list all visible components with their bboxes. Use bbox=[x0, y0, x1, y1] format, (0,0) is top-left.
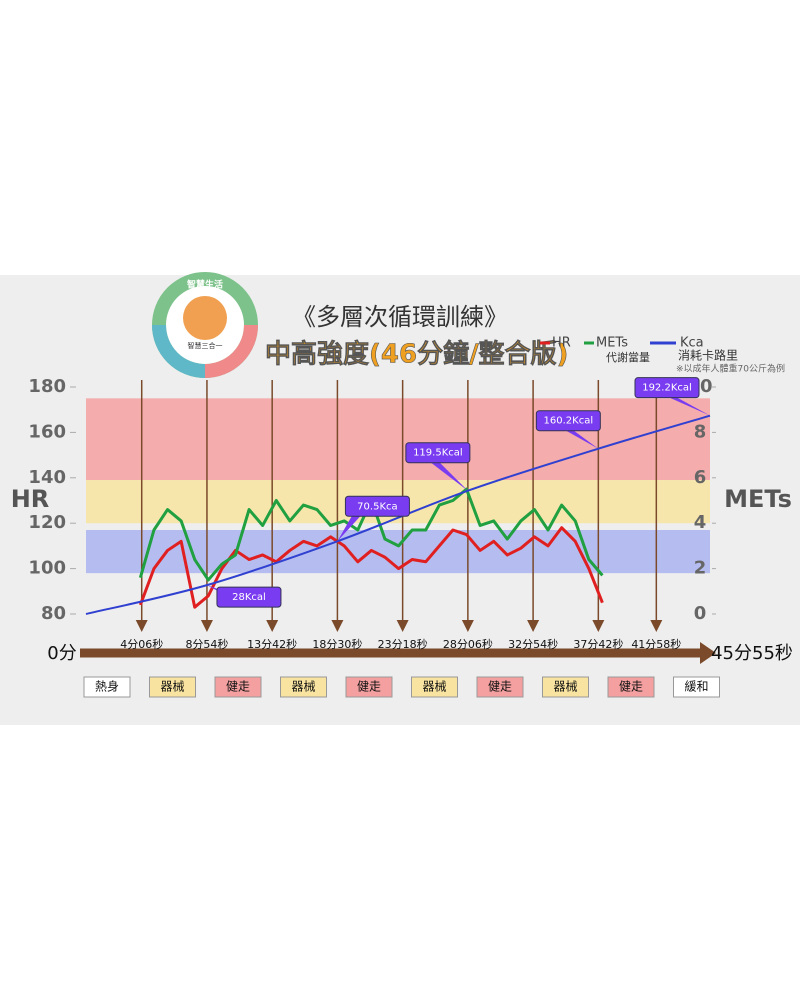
logo-ring-blue bbox=[152, 324, 206, 378]
phase-label: 熱身 bbox=[95, 679, 119, 694]
logo-ring-red bbox=[204, 324, 258, 378]
y2-tick-label: 4 bbox=[694, 512, 707, 533]
data-label: 192.2Kcal bbox=[642, 383, 692, 394]
x-tick-label: 0分 bbox=[47, 643, 76, 664]
callout-box bbox=[344, 495, 410, 517]
phase-label: 緩和 bbox=[684, 680, 708, 694]
callout-box bbox=[405, 442, 471, 464]
y-tick-label: 80 bbox=[41, 603, 66, 624]
phase-box bbox=[83, 676, 131, 698]
phase-box bbox=[149, 676, 196, 698]
y2-axis-title: METs bbox=[724, 485, 792, 513]
phase-box bbox=[280, 676, 327, 698]
y-tick-label: 120 bbox=[28, 512, 66, 533]
x-tick-label: 23分18秒 bbox=[378, 637, 428, 651]
logo-cat bbox=[183, 296, 227, 340]
x-tick-label: 13分42秒 bbox=[247, 637, 297, 651]
legend-label: HR bbox=[552, 336, 571, 351]
chart-title: 《多層次循環訓練》 bbox=[292, 303, 508, 331]
y2-tick-label: 0 bbox=[694, 603, 707, 624]
chart-subtitle: 中高強度(46分鐘/整合版) bbox=[265, 339, 568, 370]
y2-tick-label: 2 bbox=[694, 558, 707, 579]
hr-zone-band bbox=[86, 530, 710, 574]
x-axis-arrowhead bbox=[700, 642, 716, 664]
y-tick-label: 140 bbox=[28, 467, 66, 488]
data-label: 28Kcal bbox=[232, 592, 266, 603]
phase-label: 健走 bbox=[226, 680, 250, 694]
phase-box bbox=[345, 676, 393, 698]
series-line bbox=[138, 526, 604, 609]
data-label: 119.5Kcal bbox=[413, 448, 463, 459]
legend-note: 消耗卡路里 bbox=[678, 348, 738, 363]
data-label: 70.5Kca bbox=[357, 501, 397, 512]
logo-text: 智慧三合一 bbox=[188, 341, 223, 350]
phase-box bbox=[607, 676, 655, 698]
x-tick-label: 28分06秒 bbox=[443, 637, 493, 651]
phase-label: 器械 bbox=[422, 679, 446, 694]
legend-note: 代謝當量 bbox=[606, 350, 650, 364]
logo: 智慧生活 智慧三合一 bbox=[152, 272, 258, 378]
phase-label: 器械 bbox=[160, 679, 184, 694]
phase-label: 健走 bbox=[357, 680, 381, 694]
logo-text: 智慧生活 bbox=[187, 279, 223, 291]
x-tick-label: 8分54秒 bbox=[185, 637, 228, 651]
phase-box bbox=[476, 676, 524, 698]
x-tick-label: 32分54秒 bbox=[508, 637, 558, 651]
phase-box bbox=[673, 676, 720, 698]
x-tick-label: 41分58秒 bbox=[631, 637, 681, 651]
x-tick-label: 4分06秒 bbox=[120, 637, 163, 651]
phase-box bbox=[214, 676, 262, 698]
series-line bbox=[85, 414, 711, 615]
phase-label: 器械 bbox=[291, 679, 315, 694]
callout-box bbox=[216, 586, 282, 608]
y-tick-label: 180 bbox=[28, 376, 66, 397]
callout-box bbox=[535, 410, 601, 432]
x-tick-label: 37分42秒 bbox=[573, 637, 623, 651]
legend-note: ※以成年人體重70公斤為例 bbox=[676, 363, 785, 375]
legend-label: METs bbox=[596, 336, 628, 351]
legend-label: Kca bbox=[680, 336, 704, 351]
y-tick-label: 160 bbox=[28, 421, 66, 442]
x-tick-label: 18分30秒 bbox=[312, 637, 362, 651]
y2-tick-label: 8 bbox=[694, 421, 707, 442]
callout-box bbox=[634, 377, 700, 399]
phase-label: 健走 bbox=[619, 680, 643, 694]
hr-zone-band bbox=[86, 398, 710, 481]
y-tick-label: 100 bbox=[28, 558, 66, 579]
x-tick-label: 45分55秒 bbox=[711, 643, 793, 664]
phase-box bbox=[411, 676, 458, 698]
y2-tick-label: 6 bbox=[694, 467, 707, 488]
phase-label: 健走 bbox=[488, 680, 512, 694]
phase-label: 器械 bbox=[553, 679, 577, 694]
phase-box bbox=[542, 676, 589, 698]
data-label: 160.2Kcal bbox=[544, 416, 594, 427]
y-axis-title: HR bbox=[11, 485, 50, 513]
